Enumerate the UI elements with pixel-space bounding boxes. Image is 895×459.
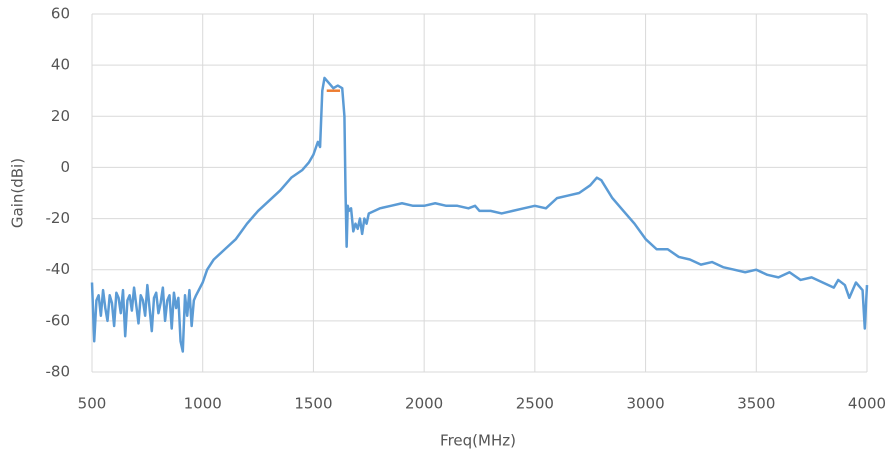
y-tick-label: 60 — [51, 5, 70, 23]
y-tick-label: 20 — [51, 107, 70, 125]
y-tick-label: -60 — [46, 311, 71, 329]
x-tick-label: 1000 — [184, 395, 222, 413]
data-line — [90, 76, 869, 353]
y-tick-label: 40 — [51, 56, 70, 74]
y-tick-label: -80 — [46, 363, 71, 381]
x-tick-label: 500 — [78, 395, 107, 413]
x-tick-label: 3500 — [737, 395, 775, 413]
x-axis-label: Freq(MHz) — [440, 432, 516, 450]
x-tick-label: 4000 — [848, 395, 886, 413]
x-tick-label: 2500 — [516, 395, 554, 413]
x-tick-label: 1500 — [294, 395, 332, 413]
y-tick-label: -40 — [46, 260, 71, 278]
x-tick-label: 3000 — [626, 395, 664, 413]
y-tick-label: -20 — [46, 209, 71, 227]
y-axis-label: Gain(dBi) — [9, 158, 27, 228]
x-tick-label: 2000 — [405, 395, 443, 413]
y-tick-label: 0 — [60, 158, 70, 176]
